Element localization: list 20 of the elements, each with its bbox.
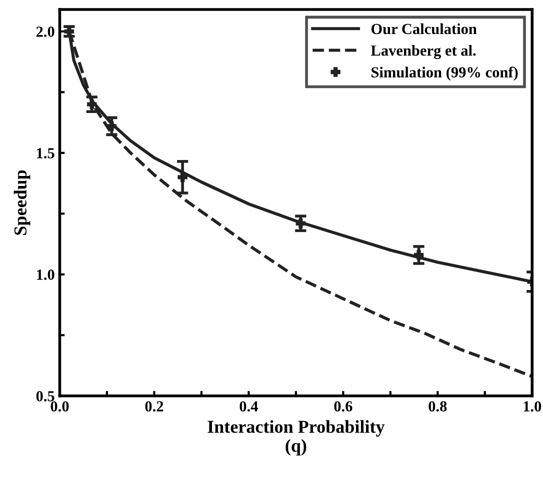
y-tick-label: 2.0 — [36, 26, 54, 37]
x-tick-label: 0.4 — [240, 401, 258, 412]
point — [178, 172, 188, 182]
y-tick-label: 1.5 — [36, 148, 54, 158]
point — [414, 250, 424, 260]
y-tick-label: 1.0 — [36, 270, 54, 280]
x-tick-label: 0.6 — [334, 401, 352, 412]
x-tick-label: 0.0 — [50, 401, 69, 412]
x-tick-label: 0.8 — [428, 401, 447, 412]
y-tick-label: 0.5 — [36, 391, 54, 402]
x-tick-label: 0.2 — [145, 401, 164, 412]
legend-label: Simulation (99% conf) — [372, 66, 518, 81]
point — [296, 218, 306, 228]
point — [106, 121, 117, 132]
y-axis-title: Speedup — [14, 170, 30, 235]
x-tick-label: 1.0 — [524, 401, 542, 412]
legend-label: Our Calculation — [371, 23, 477, 34]
x-axis-title: Interaction Probability (q) — [208, 420, 385, 456]
legend-label: Lavenberg et al. — [370, 44, 476, 59]
point — [86, 99, 97, 110]
